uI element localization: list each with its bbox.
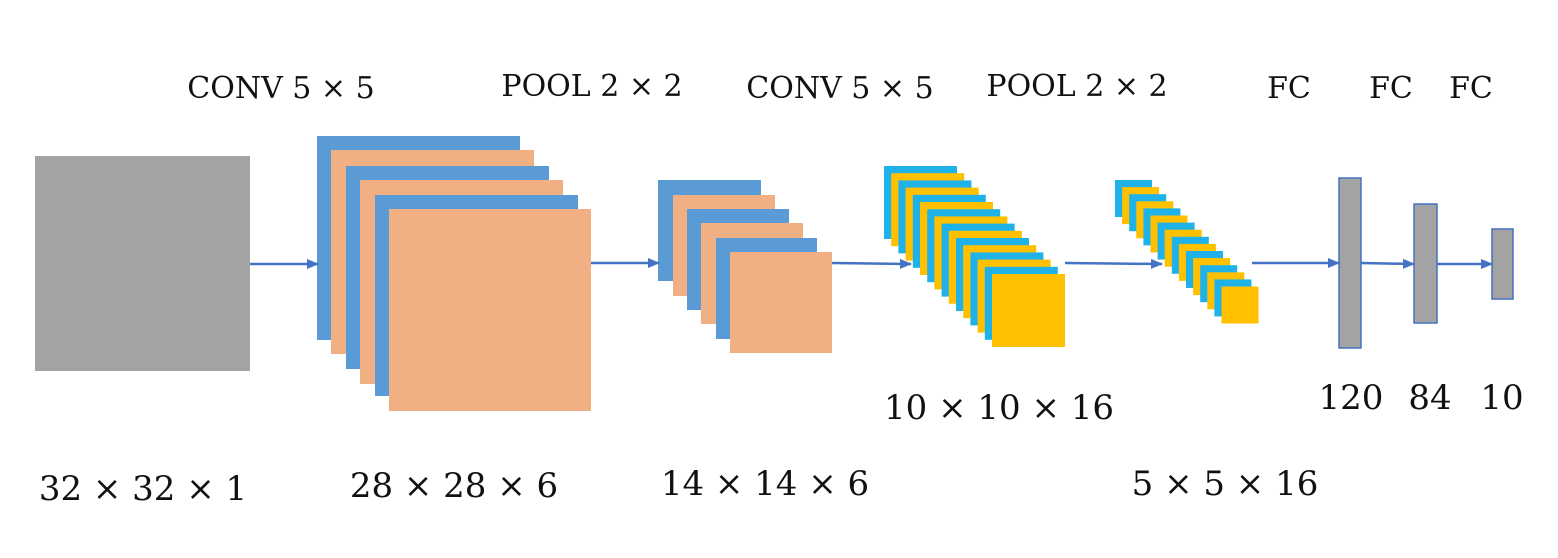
fc-layer-84 — [1414, 204, 1437, 323]
op-label-pool1: POOL 2 × 2 — [501, 69, 682, 104]
fc-units-120: 120 — [1319, 378, 1384, 418]
op-label-conv2: CONV 5 × 5 — [746, 71, 933, 106]
dim-label-conv2: 10 × 10 × 16 — [884, 388, 1114, 428]
dim-label-input: 32 × 32 × 1 — [39, 469, 247, 509]
conv1-feature-maps — [317, 136, 591, 411]
arrow-conv2-to-pool2 — [1065, 263, 1162, 264]
feature-map — [992, 274, 1065, 347]
dim-label-pool2: 5 × 5 × 16 — [1132, 464, 1319, 504]
arrow-fc1-to-fc2 — [1361, 263, 1414, 264]
feature-map — [389, 209, 591, 411]
op-label-fc1: FC — [1267, 71, 1311, 106]
fc-units-84: 84 — [1408, 378, 1451, 418]
conv2-feature-maps — [884, 166, 1065, 347]
dim-label-pool1: 14 × 14 × 6 — [661, 464, 869, 504]
op-label-pool2: POOL 2 × 2 — [986, 69, 1167, 104]
feature-map — [730, 252, 832, 353]
op-label-fc3: FC — [1449, 71, 1493, 106]
fc-units-10: 10 — [1480, 378, 1523, 418]
fc-layer-120 — [1339, 178, 1361, 348]
input-layer-map — [35, 156, 250, 371]
fc-layer-10 — [1492, 229, 1513, 299]
dim-label-conv1: 28 × 28 × 6 — [350, 466, 558, 506]
op-label-fc2: FC — [1369, 71, 1413, 106]
op-label-conv1: CONV 5 × 5 — [187, 71, 374, 106]
pool1-feature-maps — [658, 180, 832, 353]
pool2-feature-maps — [1115, 180, 1259, 324]
arrow-pool1-to-conv2 — [832, 263, 911, 264]
feature-map — [1222, 287, 1259, 324]
